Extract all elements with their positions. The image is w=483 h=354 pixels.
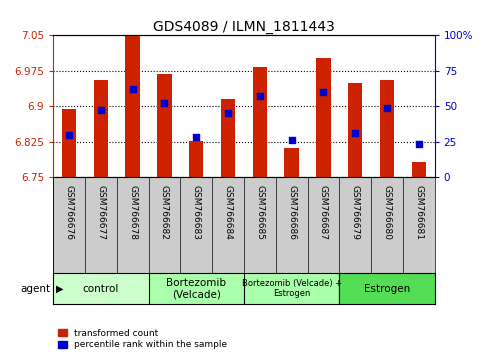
Point [160, 101, 168, 106]
Text: GSM766677: GSM766677 [96, 185, 105, 240]
Text: GSM766684: GSM766684 [224, 185, 232, 240]
Bar [380, 80, 394, 177]
Title: GDS4089 / ILMN_1811443: GDS4089 / ILMN_1811443 [153, 21, 335, 34]
Bar [316, 58, 330, 177]
Text: Estrogen: Estrogen [364, 284, 410, 293]
Bar [53, 273, 149, 304]
Bar [126, 36, 140, 177]
Text: GSM766680: GSM766680 [383, 185, 392, 240]
Text: GSM766685: GSM766685 [256, 185, 264, 240]
Bar [157, 74, 171, 177]
Text: agent: agent [21, 284, 51, 293]
Bar [412, 162, 426, 177]
Text: GSM766687: GSM766687 [319, 185, 328, 240]
Text: GSM766682: GSM766682 [160, 185, 169, 240]
Bar [221, 99, 235, 177]
Text: control: control [83, 284, 119, 293]
Point [415, 142, 423, 147]
Point [288, 137, 296, 143]
Point [383, 105, 391, 110]
Point [97, 108, 105, 113]
Text: ▶: ▶ [56, 284, 63, 293]
Text: GSM766678: GSM766678 [128, 185, 137, 240]
Point [65, 132, 73, 137]
Bar [149, 273, 244, 304]
Legend: transformed count, percentile rank within the sample: transformed count, percentile rank withi… [57, 329, 227, 349]
Point [320, 89, 327, 95]
Bar [62, 109, 76, 177]
Point [129, 86, 137, 92]
Text: GSM766683: GSM766683 [192, 185, 201, 240]
Bar [284, 148, 299, 177]
Point [256, 93, 264, 99]
Point [192, 135, 200, 140]
Bar [244, 273, 339, 304]
Point [224, 110, 232, 116]
Bar [94, 80, 108, 177]
Text: GSM766686: GSM766686 [287, 185, 296, 240]
Text: GSM766679: GSM766679 [351, 185, 360, 240]
Text: Bortezomib (Velcade) +
Estrogen: Bortezomib (Velcade) + Estrogen [242, 279, 341, 298]
Text: GSM766676: GSM766676 [65, 185, 73, 240]
Bar [339, 273, 435, 304]
Bar [348, 82, 362, 177]
Text: GSM766681: GSM766681 [414, 185, 423, 240]
Bar [189, 141, 203, 177]
Text: Bortezomib
(Velcade): Bortezomib (Velcade) [166, 278, 226, 299]
Point [351, 130, 359, 136]
Bar [253, 67, 267, 177]
